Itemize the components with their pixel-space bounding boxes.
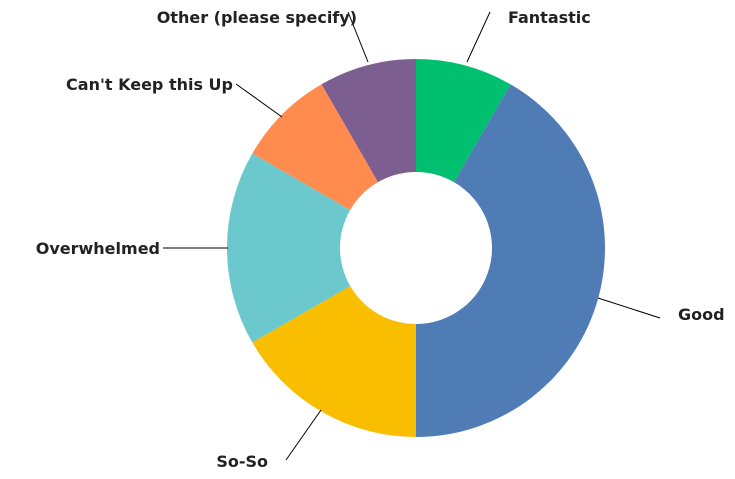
slice-can-t-keep-this-up	[252, 84, 379, 210]
label-can-t-keep-this-up: Can't Keep this Up	[66, 75, 233, 94]
chart-leader-lines	[163, 11, 661, 461]
label-so-so: So-So	[216, 452, 268, 471]
label-overwhelmed: Overwhelmed	[36, 239, 160, 258]
leader-line-so-so	[285, 409, 322, 461]
leader-line-other-please-specify	[347, 11, 369, 63]
leader-line-can-t-keep-this-up	[235, 83, 283, 118]
slice-so-so	[252, 285, 416, 437]
label-other-please-specify: Other (please specify)	[157, 8, 357, 27]
slice-fantastic	[416, 59, 511, 183]
label-good: Good	[678, 305, 725, 324]
chart-labels: Fantastic Good So-So Overwhelmed Can't Keep …	[36, 8, 725, 471]
slice-good	[416, 84, 605, 438]
label-fantastic: Fantastic	[508, 8, 591, 27]
leader-line-fantastic	[466, 11, 491, 63]
slice-other-please-specify	[321, 59, 416, 183]
slice-overwhelmed	[227, 153, 351, 343]
leader-line-good	[597, 297, 661, 319]
chart-slices	[227, 59, 605, 438]
